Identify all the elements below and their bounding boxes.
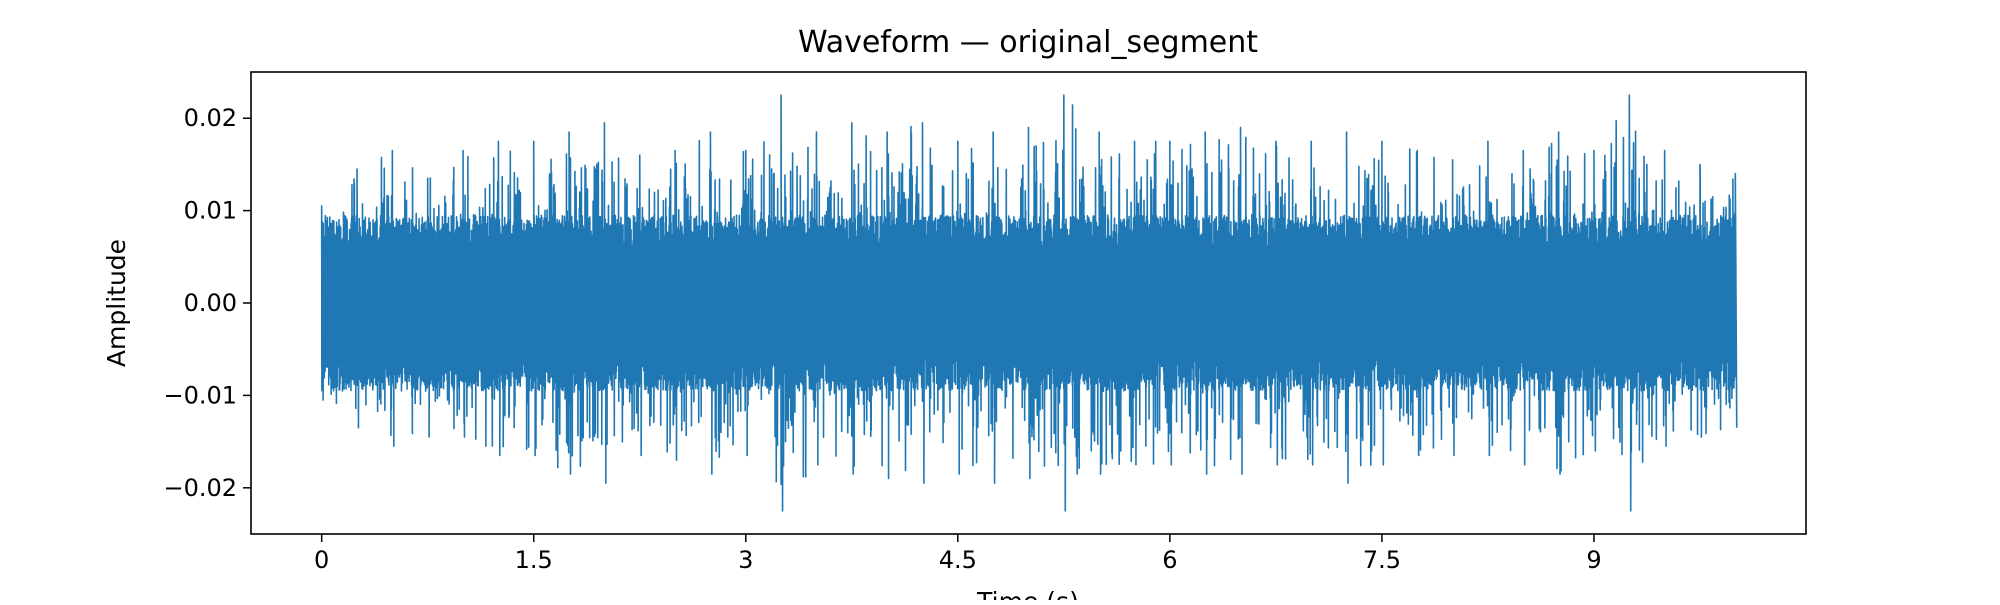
y-axis-label: Amplitude	[102, 239, 131, 367]
x-tick-label: 1.5	[515, 546, 553, 574]
y-tick-label: −0.02	[163, 474, 237, 502]
y-tick-label: 0.02	[184, 104, 237, 132]
x-tick-label: 3	[738, 546, 753, 574]
y-axis: 0.02 0.01 0.00 −0.01 −0.02	[163, 104, 251, 502]
x-tick-label: 7.5	[1363, 546, 1401, 574]
x-tick-label: 4.5	[939, 546, 977, 574]
y-tick-label: 0.01	[184, 197, 237, 225]
x-axis-label: Time (s)	[976, 587, 1079, 600]
x-axis: 0 1.5 3 4.5 6 7.5 9	[314, 534, 1602, 574]
y-tick-label: 0.00	[184, 289, 237, 317]
x-tick-label: 9	[1586, 546, 1601, 574]
plot-layer	[320, 94, 1738, 512]
waveform-series-line	[320, 94, 1738, 512]
chart-title: Waveform — original_segment	[798, 25, 1258, 60]
x-tick-label: 0	[314, 546, 329, 574]
y-tick-label: −0.01	[163, 381, 237, 409]
x-tick-label: 6	[1162, 546, 1177, 574]
